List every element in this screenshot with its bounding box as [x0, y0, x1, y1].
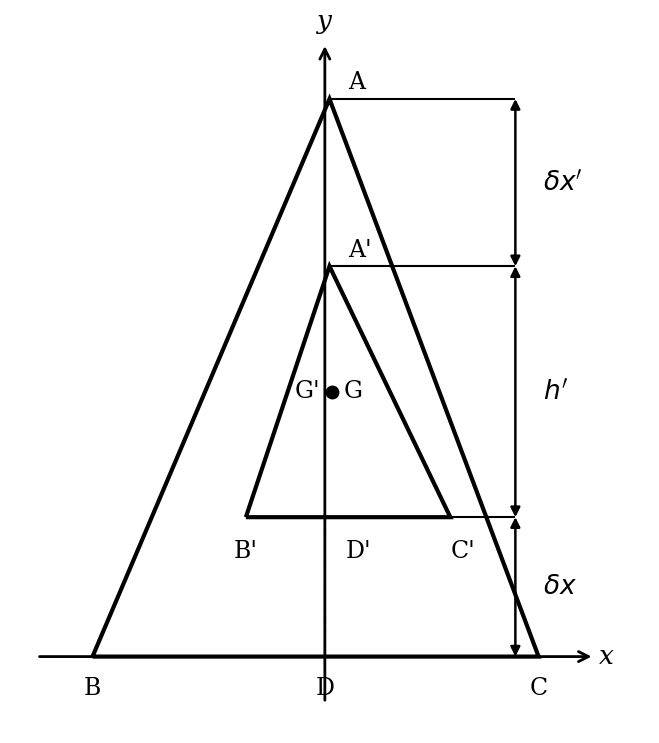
Text: y: y [318, 9, 332, 34]
Text: A': A' [348, 239, 372, 262]
Text: C': C' [450, 540, 475, 563]
Text: G': G' [295, 380, 320, 403]
Text: C: C [530, 677, 548, 700]
Text: A: A [348, 71, 365, 94]
Text: B: B [84, 677, 101, 700]
Text: G: G [343, 380, 362, 403]
Text: $h'$: $h'$ [543, 379, 569, 405]
Text: x: x [599, 644, 614, 669]
Text: D: D [316, 677, 334, 700]
Text: B': B' [234, 540, 258, 563]
Text: D': D' [345, 540, 371, 563]
Text: $\delta x$: $\delta x$ [543, 574, 577, 600]
Text: $\delta x'$: $\delta x'$ [543, 169, 583, 195]
